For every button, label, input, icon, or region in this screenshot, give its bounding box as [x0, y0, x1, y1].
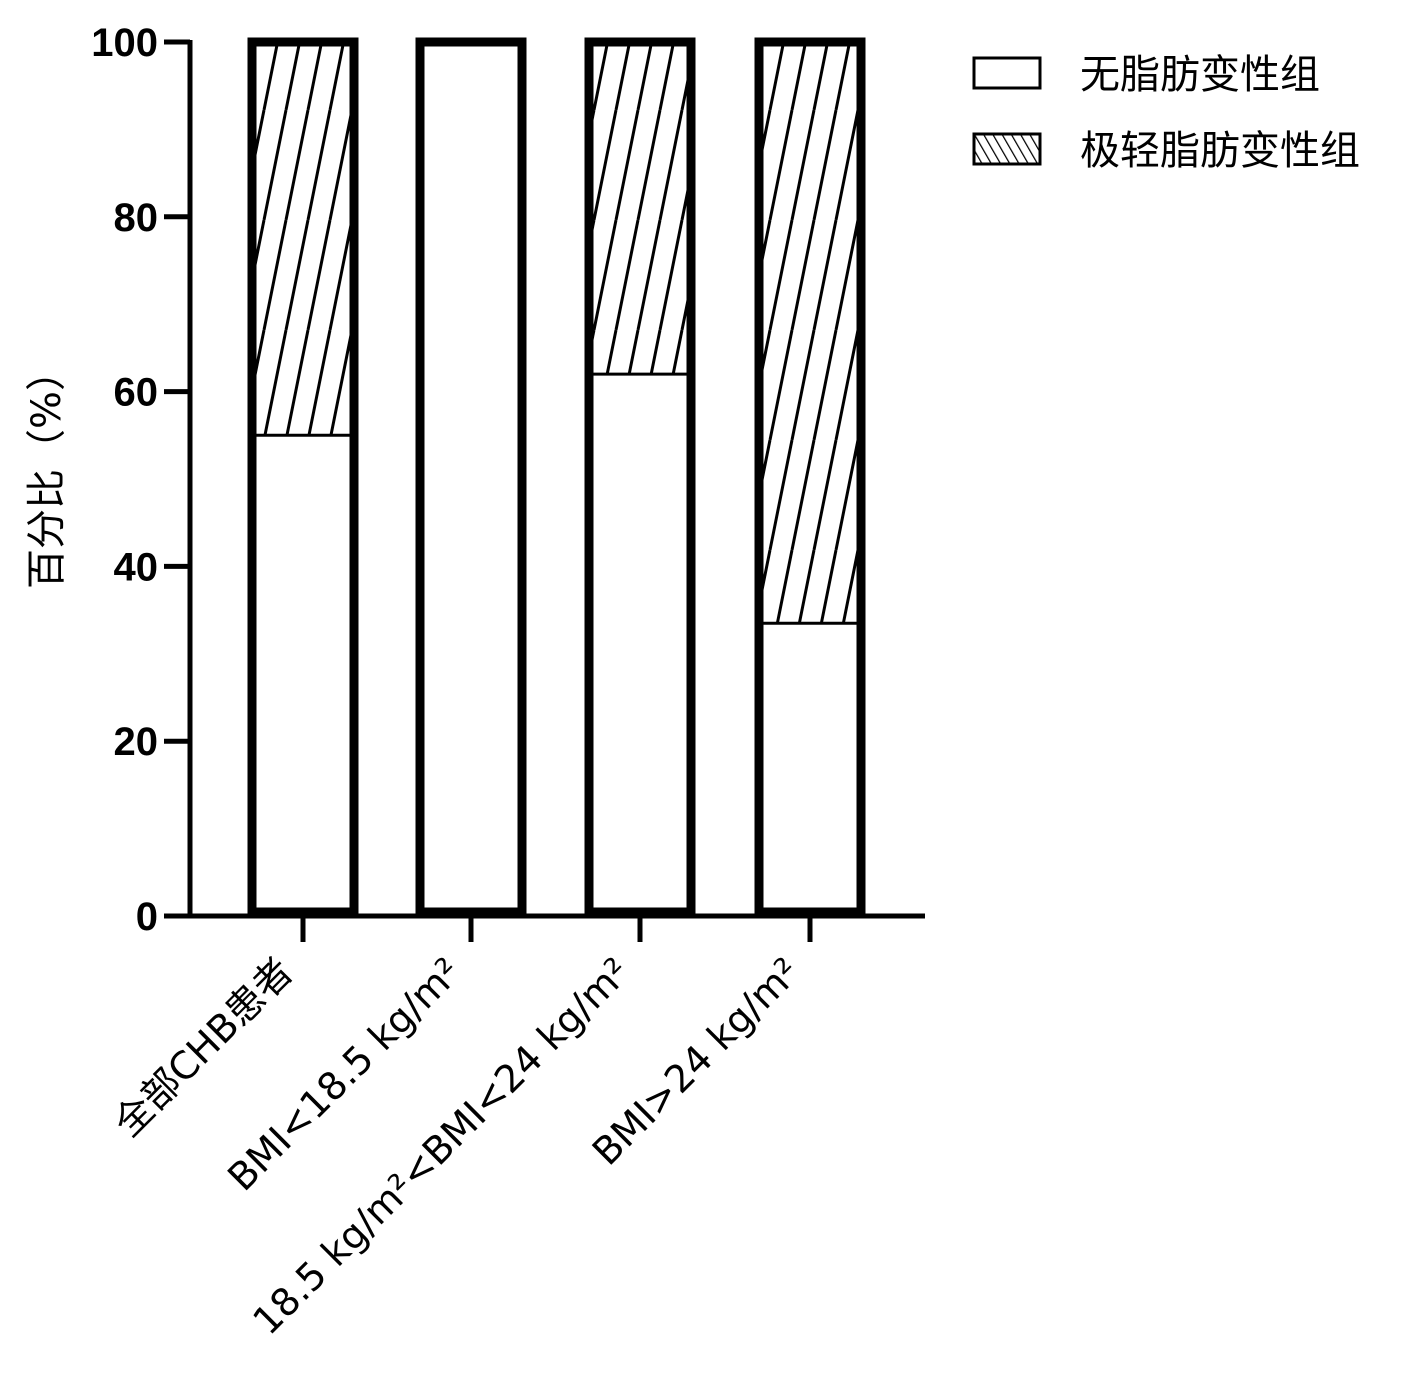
bar-outline-cat-1	[247, 37, 359, 917]
y-axis-label: 百分比（%）	[24, 351, 70, 589]
bar-segment-1-cat-1	[252, 435, 354, 916]
y-tick-label: 80	[114, 196, 159, 240]
y-tick-label: 40	[114, 545, 159, 589]
y-tick-label: 100	[91, 21, 158, 65]
bar-segment-2-cat-4	[759, 42, 861, 624]
y-tick-label: 60	[114, 371, 159, 415]
bar-outline-cat-2	[415, 37, 527, 917]
bar-segment-1-cat-3	[589, 374, 691, 916]
bar-segment-2-cat-1	[252, 42, 354, 436]
legend-swatch-2	[972, 132, 1042, 166]
bar-outline-cat-4	[754, 37, 866, 917]
bar-segment-2-cat-3	[589, 42, 691, 375]
legend-label-1: 无脂肪变性组	[1080, 52, 1320, 98]
y-tick-label: 0	[136, 895, 158, 939]
y-tick-label: 20	[114, 720, 159, 764]
bars-layer	[247, 37, 866, 917]
bar-segment-1-cat-4	[759, 623, 861, 916]
bar-segment-1-cat-2	[420, 42, 522, 916]
legend-swatch-1	[972, 56, 1042, 90]
bar-outline-cat-3	[584, 37, 696, 917]
legend-label-2: 极轻脂肪变性组	[1080, 128, 1360, 174]
